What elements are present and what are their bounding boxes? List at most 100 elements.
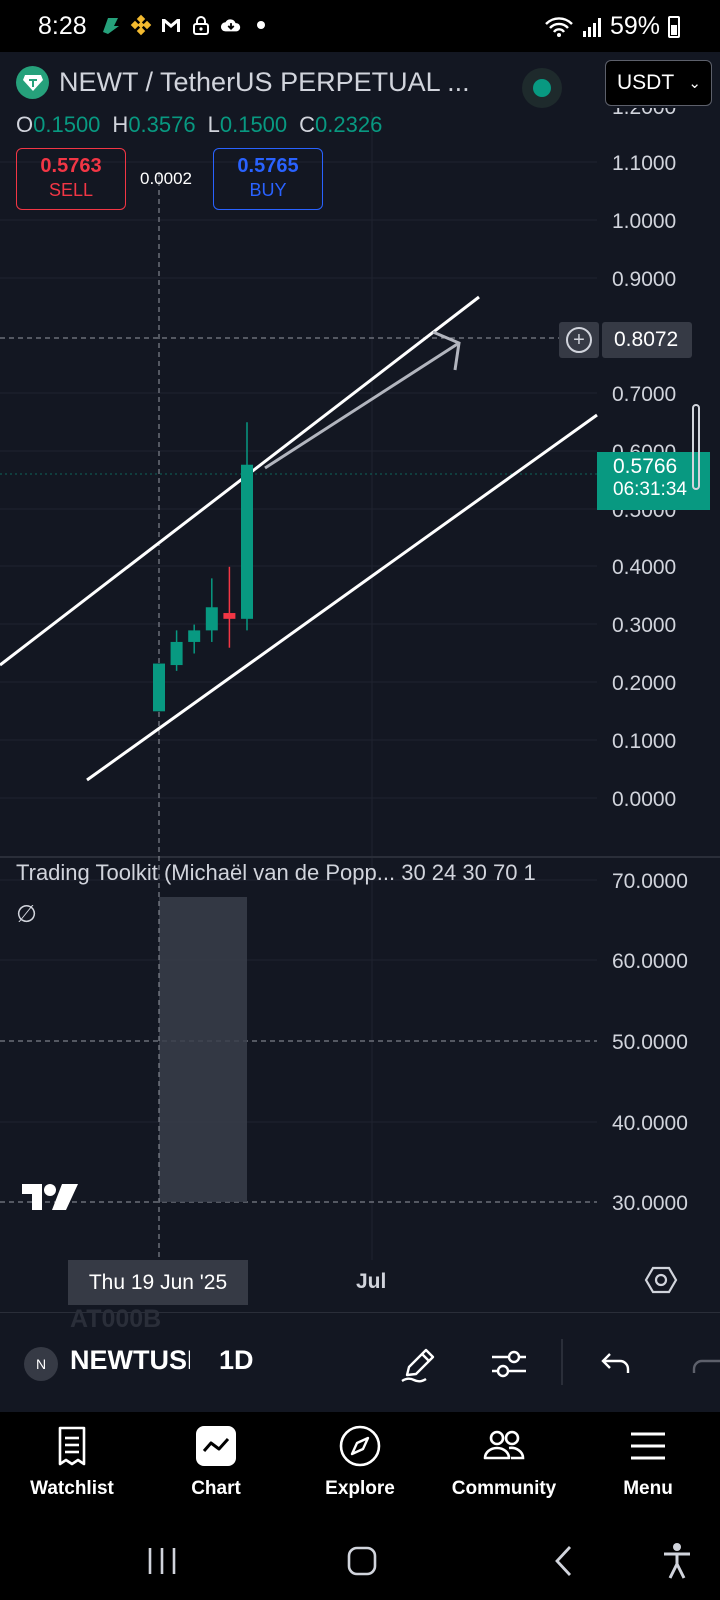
candle-body (223, 613, 236, 619)
wifi-icon (545, 16, 573, 37)
hamburger-icon (631, 1432, 665, 1460)
ohlc-legend: O0.1500 H0.3576 L0.1500 C0.2326 (16, 112, 382, 138)
buy-button[interactable]: 0.5765 BUY (213, 148, 323, 210)
symbol-selector[interactable]: NEWTUSDT.P (70, 1345, 190, 1375)
candle-body (205, 607, 218, 631)
candle-body (188, 630, 201, 642)
dot-icon (250, 14, 272, 36)
chart-area[interactable]: NEWT / TetherUS PERPETUAL ... USDT ⌄ O0.… (0, 52, 720, 1312)
community-icon (483, 1430, 525, 1460)
signal-icon (582, 17, 601, 37)
nav-label: Community (451, 1478, 557, 1499)
sell-button[interactable]: 0.5763 SELL (16, 148, 126, 210)
indicator-axis-label: 40.0000 (612, 1112, 688, 1135)
channel-upper-line[interactable] (0, 295, 480, 667)
spread-value: 0.0002 (140, 169, 192, 188)
symbol-header[interactable]: NEWT / TetherUS PERPETUAL ... (16, 66, 470, 99)
nav-explore[interactable]: Explore (288, 1412, 432, 1522)
price-scale-handle[interactable] (692, 404, 700, 490)
price-axis-label: 0.4000 (612, 556, 677, 579)
sell-label: SELL (48, 180, 94, 200)
interval-selector[interactable]: 1D (219, 1345, 254, 1375)
status-time: 8:28 (38, 12, 87, 40)
system-navigation (0, 1522, 720, 1600)
app-icon (100, 14, 122, 36)
crosshair-price-label: 0.8072 (602, 322, 692, 358)
status-notification-icons (100, 14, 272, 36)
status-bar: 8:28 59% (0, 0, 720, 52)
indicator-axis-label: 50.0000 (612, 1031, 688, 1054)
nav-label: Watchlist (30, 1478, 114, 1499)
last-price: 0.5766 (613, 455, 678, 478)
price-axis-label: 0.2000 (612, 672, 677, 695)
close-value: 0.2326 (315, 112, 383, 137)
price-axis-label: 0.3000 (612, 614, 677, 637)
recent-apps-icon[interactable] (146, 1546, 178, 1576)
toolbar-separator (561, 1339, 563, 1385)
battery-icon (668, 15, 680, 38)
symbol-badge: N (24, 1347, 58, 1381)
price-axis-label: 1.1000 (612, 152, 677, 175)
channel-lower-line[interactable] (86, 413, 598, 782)
buy-price: 0.5765 (237, 155, 299, 177)
nav-watchlist[interactable]: Watchlist (0, 1412, 144, 1522)
currency-value: USDT (617, 71, 675, 94)
candle-body (170, 641, 183, 666)
undo-icon[interactable] (594, 1343, 636, 1385)
chart-toolbar: AT000B N NEWTUSDT.P 1D (0, 1305, 720, 1412)
indicators-icon[interactable] (488, 1343, 530, 1385)
indicator-axis-label: 30.0000 (612, 1192, 688, 1215)
last-price-tag: 0.5766 06:31:34 (597, 452, 710, 510)
cloud-icon (220, 14, 242, 36)
market-status-icon[interactable] (522, 68, 562, 108)
drawing-pencil-icon[interactable] (398, 1343, 440, 1385)
price-axis-label: 0.7000 (612, 383, 677, 406)
open-value: 0.1500 (33, 112, 101, 137)
redo-icon[interactable] (690, 1343, 720, 1385)
price-axis-label: 0.1000 (612, 730, 677, 753)
nav-label: Menu (623, 1478, 673, 1499)
chart-canvas[interactable] (0, 52, 720, 1312)
currency-select[interactable]: USDT ⌄ (605, 60, 712, 106)
chevron-down-icon: ⌄ (688, 75, 701, 92)
close-label: C (299, 112, 316, 137)
candle-body (241, 464, 253, 619)
candles-group (153, 422, 253, 712)
low-label: L (207, 112, 220, 137)
symbol-title[interactable]: NEWT / TetherUS PERPETUAL ... (59, 67, 470, 97)
back-icon[interactable] (552, 1544, 576, 1578)
battery-percent: 59% (609, 12, 660, 40)
no-data-icon: ∅ (16, 901, 37, 928)
low-value: 0.1500 (219, 112, 288, 137)
buy-label: BUY (249, 180, 287, 200)
price-axis-label-top: 1.2000 (612, 96, 677, 119)
binance-icon (130, 14, 152, 36)
gmail-icon (160, 14, 182, 36)
accessibility-icon[interactable] (662, 1542, 692, 1580)
add-alert-button[interactable]: + (559, 322, 599, 358)
indicator-highlight-band (159, 897, 247, 1202)
indicator-axis-label: 60.0000 (612, 950, 688, 973)
status-right: 59% (544, 12, 680, 41)
bottom-navigation: Watchlist Chart Explore Community Menu (0, 1412, 720, 1522)
tether-logo-icon (16, 66, 49, 99)
ghost-symbol-top: AT000B (70, 1305, 162, 1333)
time-axis-month: Jul (356, 1270, 387, 1293)
home-icon[interactable] (346, 1545, 378, 1577)
compass-icon (339, 1425, 381, 1467)
nav-menu[interactable]: Menu (576, 1412, 720, 1522)
indicator-legend[interactable]: Trading Toolkit (Michaël van de Popp... … (16, 860, 536, 885)
open-label: O (16, 112, 34, 137)
price-axis-label: 1.0000 (612, 210, 677, 233)
trend-arrow[interactable] (264, 330, 461, 470)
nav-label: Explore (325, 1478, 395, 1499)
price-axis-label: 0.9000 (612, 268, 677, 291)
crosshair-date-label: Thu 19 Jun '25 (68, 1260, 248, 1305)
bar-countdown: 06:31:34 (613, 479, 687, 500)
nav-community[interactable]: Community (432, 1412, 576, 1522)
nav-chart[interactable]: Chart (144, 1412, 288, 1522)
nav-label: Chart (191, 1478, 241, 1499)
high-label: H (112, 112, 129, 137)
chart-settings-icon[interactable] (643, 1262, 679, 1298)
watchlist-icon (58, 1426, 86, 1466)
